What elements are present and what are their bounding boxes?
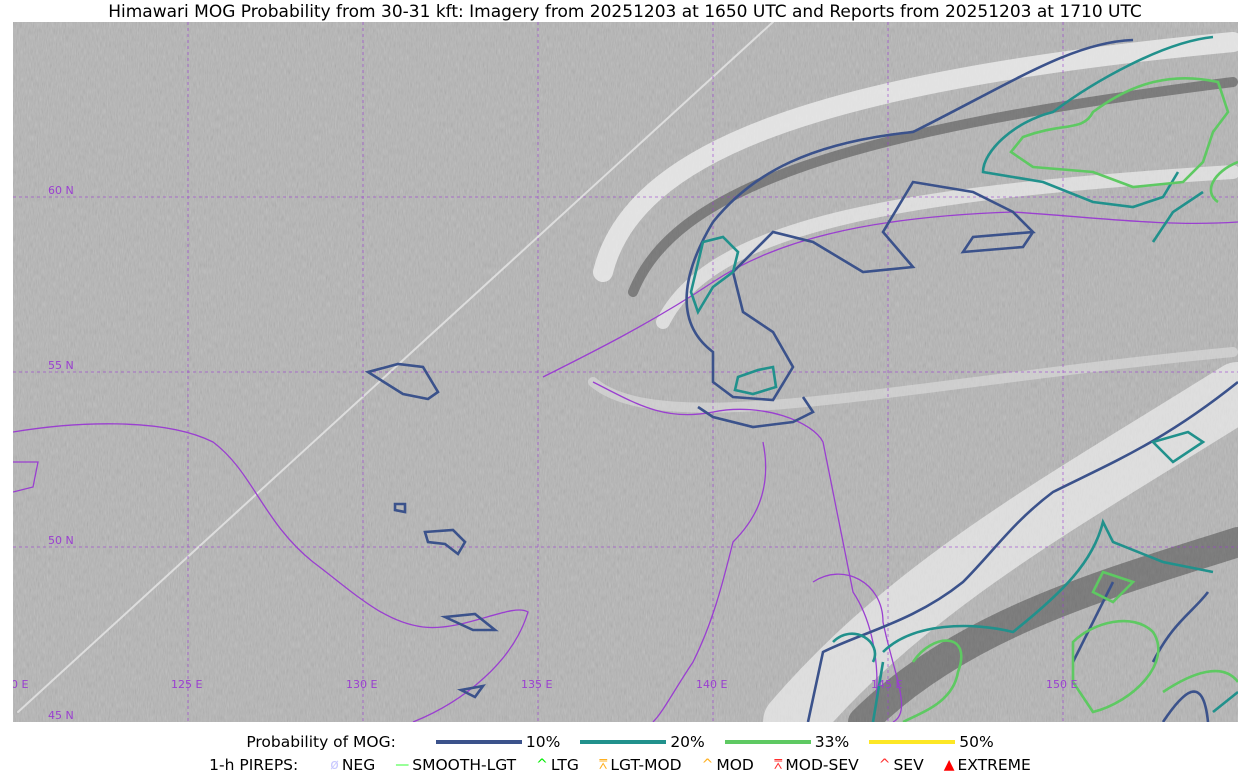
lon-label: 145 E <box>871 678 902 691</box>
mog-10pct-contours <box>364 38 1238 722</box>
pirep-legend-item: ^ MOD <box>702 756 754 774</box>
pirep-legend-item: ⩞ LGT-MOD <box>599 756 682 774</box>
pirep-label: MOD <box>716 756 754 774</box>
pirep-legend-item: — SMOOTH-LGT <box>395 756 516 774</box>
line-swatch-icon <box>435 740 522 744</box>
pirep-legend-item: ø NEG <box>330 756 375 774</box>
legend-item-33: 33% <box>724 733 849 751</box>
probability-legend: Probability of MOG: 10% 20% 33% 50% <box>0 733 1250 751</box>
pirep-legend-item: ▲ EXTREME <box>944 756 1031 774</box>
lon-label: 120 E <box>13 678 28 691</box>
pirep-label: EXTREME <box>957 756 1031 774</box>
double-caret-icon: ^ <box>878 757 891 773</box>
lat-label: 60 N <box>48 184 74 197</box>
pirep-legend-item: ^ LTG <box>536 756 579 774</box>
lat-label: 50 N <box>48 534 74 547</box>
lat-label: 45 N <box>48 709 74 722</box>
pireps-legend-label: 1-h PIREPS: <box>209 756 299 774</box>
chart-title: Himawari MOG Probability from 30-31 kft:… <box>108 2 1142 22</box>
legend-item-20: 20% <box>580 733 705 751</box>
pirep-label: LGT-MOD <box>610 756 682 774</box>
caret-icon: ^ <box>701 757 714 773</box>
double-caret-bar-icon: ⩞ <box>773 757 783 773</box>
pirep-label: NEG <box>341 756 376 774</box>
pirep-label: SMOOTH-LGT <box>412 756 517 774</box>
lon-label: 135 E <box>521 678 552 691</box>
lat-labels: 60 N 55 N 50 N 45 N <box>48 184 74 722</box>
lon-labels: 120 E 125 E 130 E 135 E 140 E 145 E 150 … <box>13 678 1077 691</box>
coastlines <box>13 211 1238 722</box>
line-swatch-icon <box>724 740 811 744</box>
caret-icon: ^ <box>536 757 548 773</box>
lon-label: 150 E <box>1046 678 1077 691</box>
line-swatch-icon <box>580 740 667 744</box>
pirep-legend-item: ⩞ MOD-SEV <box>774 756 859 774</box>
smooth-line-icon: — <box>395 757 410 773</box>
probability-legend-label: Probability of MOG: <box>246 733 396 751</box>
lon-label: 130 E <box>346 678 377 691</box>
pirep-label: MOD-SEV <box>785 756 859 774</box>
pirep-label: LTG <box>550 756 579 774</box>
pireps-legend: 1-h PIREPS: ø NEG — SMOOTH-LGT ^ LTG ⩞ LGT-MOD ^… <box>0 756 1250 774</box>
line-swatch-icon <box>869 740 956 744</box>
satellite-map: 120 E 125 E 130 E 135 E 140 E 145 E 150 … <box>13 22 1238 722</box>
mog-20pct-contours <box>689 35 1238 722</box>
pirep-label: SEV <box>893 756 924 774</box>
legend-item-50: 50% <box>869 733 994 751</box>
lat-label: 55 N <box>48 359 74 372</box>
filled-triangle-icon: ▲ <box>943 757 955 773</box>
pirep-legend-item: ^ SEV <box>879 756 924 774</box>
neg-circle-icon: ø <box>330 757 339 773</box>
lon-label: 125 E <box>171 678 202 691</box>
caret-bar-icon: ⩞ <box>598 757 608 773</box>
lon-label: 140 E <box>696 678 727 691</box>
mog-33pct-contours <box>902 76 1238 722</box>
legend-item-10: 10% <box>435 733 560 751</box>
